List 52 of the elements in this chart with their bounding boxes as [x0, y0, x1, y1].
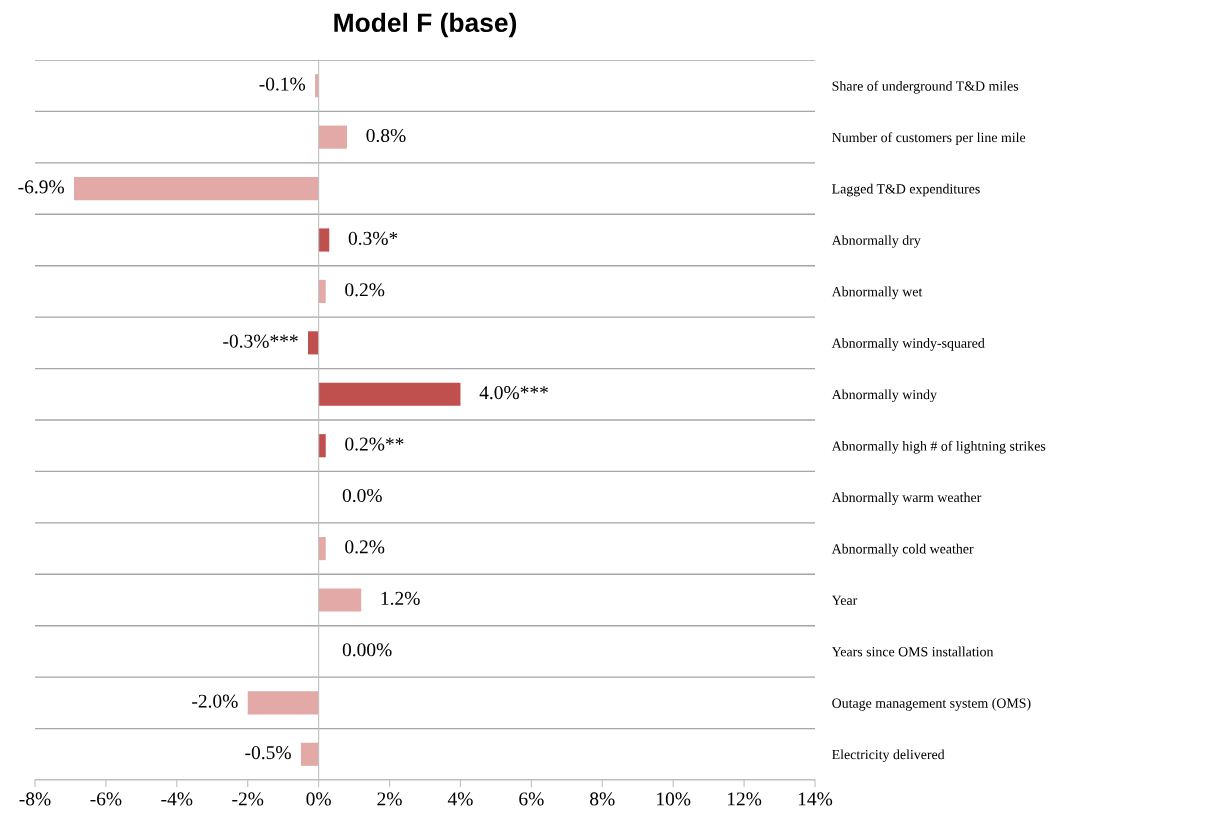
- bar: [318, 125, 347, 149]
- y-tick-label: Electricity delivered: [832, 749, 945, 763]
- data-label: -6.9%: [18, 180, 64, 194]
- bar: [318, 588, 362, 612]
- x-tick-label: 14%: [798, 792, 833, 806]
- y-tick-label: Abnormally wet: [831, 286, 923, 300]
- y-tick-label: Lagged T&D expenditures: [832, 183, 980, 197]
- y-tick-label: Abnormally windy: [831, 389, 937, 403]
- data-label: -0.1%: [259, 77, 306, 91]
- y-tick-label: Abnormally windy-squared: [831, 338, 985, 351]
- chart-title: Model F (base): [334, 12, 517, 38]
- x-tick-label: 12%: [727, 792, 762, 806]
- data-label: 0.0%: [342, 488, 382, 503]
- data-label: 0.3%*: [348, 231, 398, 245]
- bar: [308, 331, 319, 355]
- y-tick-label: Abnormally warm weather: [831, 492, 982, 505]
- bar: [318, 382, 461, 406]
- x-tick-label: -8%: [19, 792, 51, 806]
- y-tick-label: Abnormally dry: [831, 235, 921, 248]
- x-tick-label: 8%: [590, 792, 615, 806]
- data-label: 0.00%: [342, 643, 392, 657]
- x-tick-label: 0%: [306, 792, 331, 806]
- x-tick-label: 6%: [519, 792, 544, 806]
- x-tick-label: -4%: [161, 792, 193, 806]
- x-tick-label: -6%: [90, 792, 122, 806]
- bar: [318, 434, 326, 458]
- data-label: 1.2%: [381, 591, 420, 605]
- x-tick-label: -2%: [232, 792, 264, 806]
- data-label: 0.2%: [345, 283, 385, 297]
- y-tick-label: Abnormally cold weather: [831, 543, 974, 557]
- data-label: -0.5%: [245, 746, 291, 760]
- x-tick-label: 4%: [447, 792, 473, 806]
- bar: [318, 228, 330, 252]
- y-tick-label: Outage management system (OMS): [832, 698, 1031, 711]
- y-tick-label: Years since OMS installation: [831, 646, 994, 657]
- bar: [247, 691, 319, 715]
- bar: [300, 742, 319, 766]
- y-tick-label: Number of customers per line mile: [832, 132, 1026, 145]
- data-label: 0.2%**: [345, 437, 404, 451]
- bar: [74, 177, 319, 201]
- y-tick-label: Share of underground T&D miles: [832, 80, 1019, 94]
- y-tick-label: Abnormally high # of lightning strikes: [831, 440, 1046, 454]
- y-tick-label: Year: [831, 595, 858, 605]
- data-label: -0.3%***: [223, 334, 298, 348]
- bar: [318, 537, 326, 561]
- x-tick-label: 10%: [657, 792, 691, 806]
- data-label: 0.8%: [366, 128, 406, 143]
- data-label: 0.2%: [345, 540, 385, 554]
- bar: [318, 279, 326, 303]
- data-label: 4.0%***: [479, 386, 548, 400]
- x-tick-label: 2%: [377, 792, 402, 806]
- data-label: -2.0%: [192, 694, 238, 708]
